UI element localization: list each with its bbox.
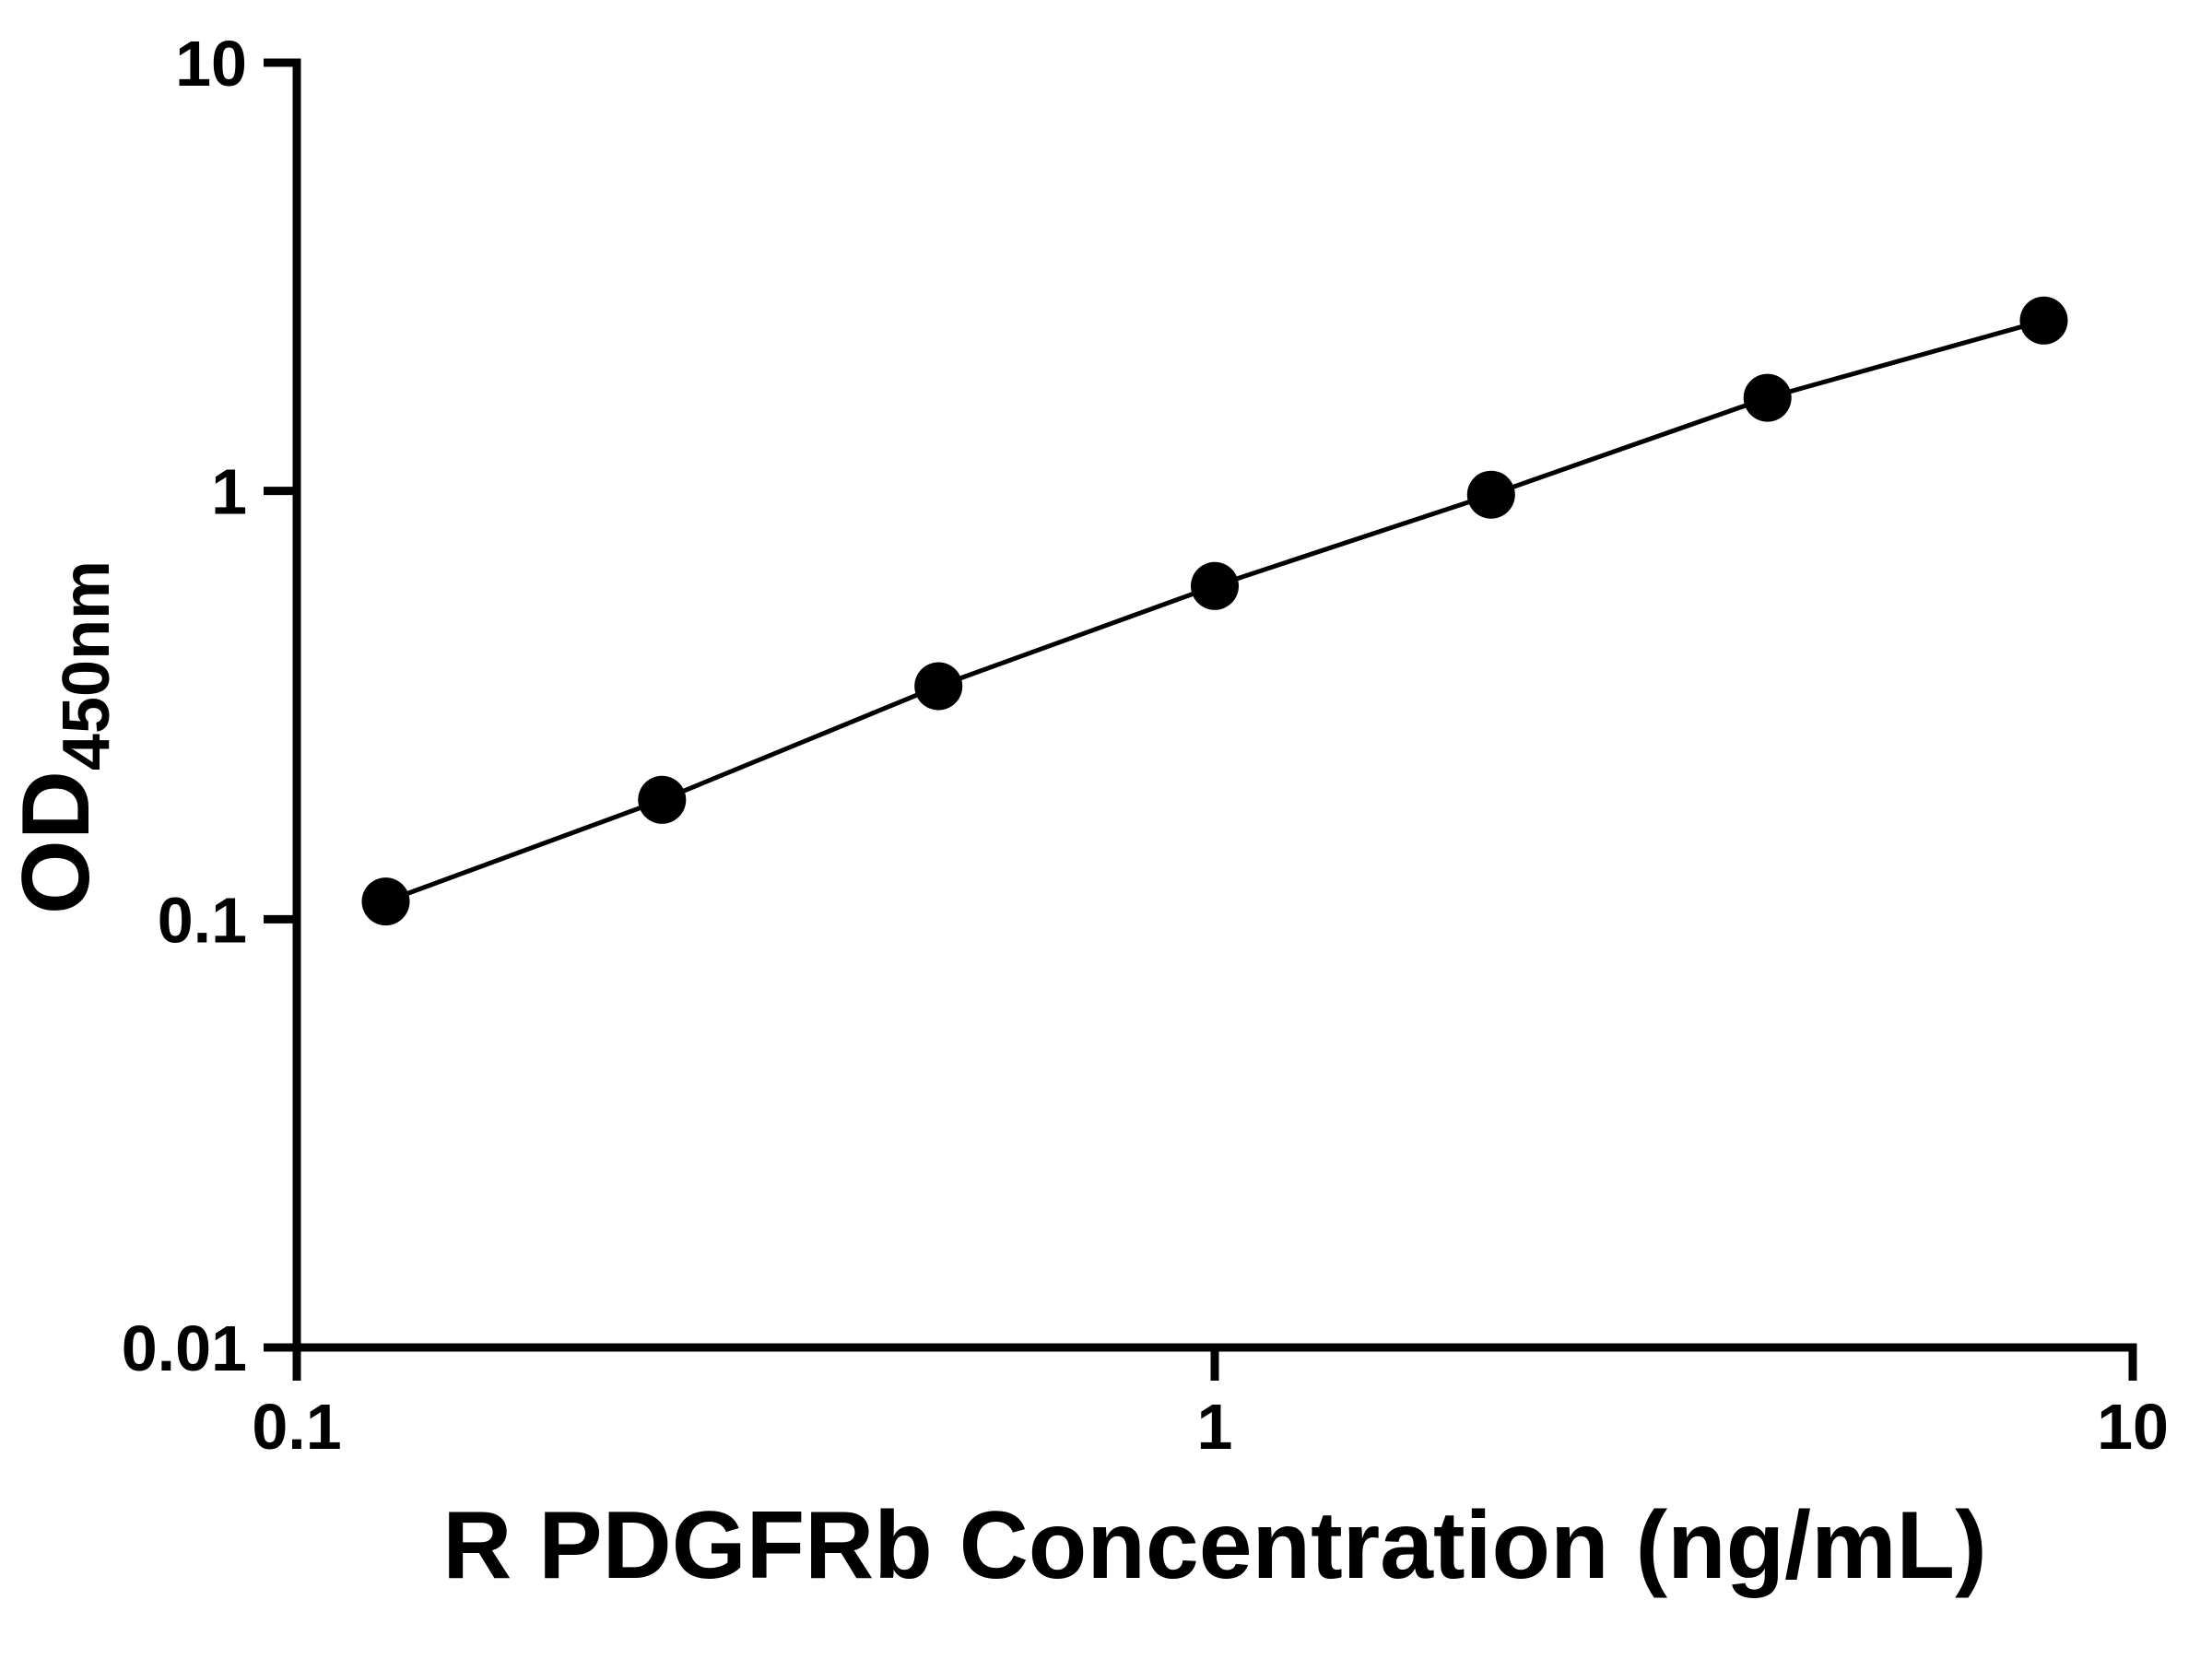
y-axis-title-subscript: 450nm xyxy=(50,560,124,771)
y-axis-title: OD450nm xyxy=(3,560,124,914)
y-tick-label: 1 xyxy=(211,456,247,528)
y-axis-title-main: OD xyxy=(3,771,110,914)
x-tick-label: 10 xyxy=(2097,1391,2169,1463)
data-point xyxy=(638,775,687,824)
data-point xyxy=(1191,561,1239,610)
y-tick-label: 0.01 xyxy=(122,1312,247,1384)
y-tick-label: 10 xyxy=(175,28,247,100)
axes xyxy=(292,58,2137,1352)
x-axis-title: R PDGFRb Concentration (ng/mL) xyxy=(442,1492,1986,1599)
series-line xyxy=(384,318,2045,904)
data-point xyxy=(361,877,410,926)
data-point xyxy=(1466,470,1515,519)
axis-ticks xyxy=(264,58,2137,1381)
data-point xyxy=(1743,373,1792,422)
data-point xyxy=(2019,296,2068,345)
axis-lines xyxy=(292,58,2137,1352)
x-tick-label: 0.1 xyxy=(252,1391,341,1463)
y-tick-label: 0.1 xyxy=(158,884,247,956)
data-point xyxy=(914,662,963,711)
data-series xyxy=(361,296,2068,926)
x-tick-label: 1 xyxy=(1197,1391,1233,1463)
